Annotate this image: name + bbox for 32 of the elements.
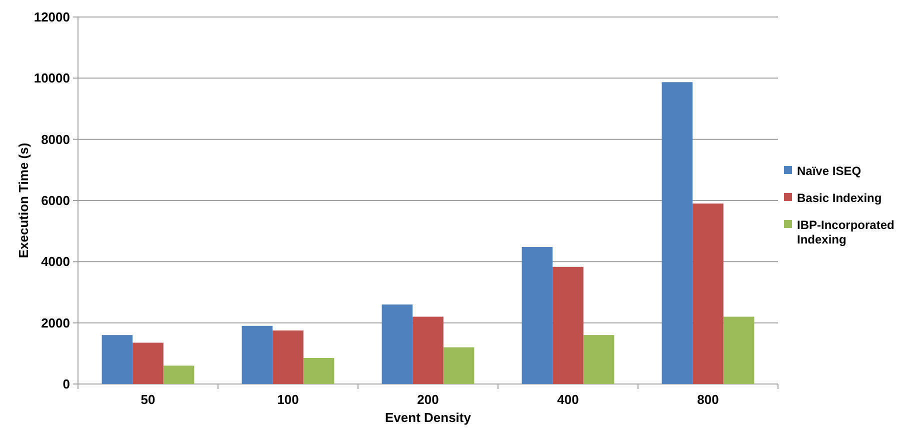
y-tick-label: 8000 — [41, 132, 70, 147]
y-tick-label: 2000 — [41, 315, 70, 330]
y-tick-label: 10000 — [34, 70, 70, 86]
bar — [412, 316, 444, 384]
x-tick-label: 400 — [557, 392, 579, 407]
bar — [163, 366, 194, 384]
bar — [242, 326, 273, 384]
bar — [552, 266, 584, 384]
x-axis-title: Event Density — [385, 410, 472, 425]
x-tick-label: 200 — [417, 392, 439, 407]
y-tick-label: 0 — [62, 376, 70, 392]
x-tick-label: 800 — [697, 392, 719, 407]
y-axis-title: Execution Time (s) — [16, 142, 31, 258]
y-tick-label: 12000 — [34, 10, 70, 25]
bar — [522, 246, 553, 384]
bar — [583, 335, 614, 384]
bar — [723, 316, 754, 384]
bar — [303, 358, 334, 384]
bar — [662, 82, 693, 384]
x-tick-label: 100 — [277, 392, 299, 407]
legend-label: Naïve ISEQ — [797, 164, 862, 178]
y-tick-label: 6000 — [41, 193, 70, 208]
legend-label: Basic Indexing — [797, 191, 882, 206]
legend-label: IBP-Incorporated Indexing — [797, 218, 894, 247]
y-tick-label: 4000 — [41, 254, 70, 270]
bar — [272, 330, 304, 384]
bar — [382, 304, 413, 384]
bar — [102, 335, 133, 384]
bar — [443, 347, 474, 384]
x-tick-label: 50 — [140, 392, 156, 407]
bar — [132, 342, 164, 384]
bar — [692, 204, 724, 384]
